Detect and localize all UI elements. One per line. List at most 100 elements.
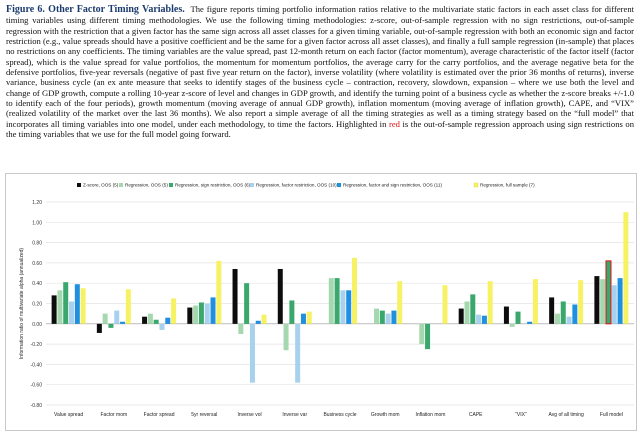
bar <box>379 310 385 324</box>
x-tick-label: Inflation mom <box>415 412 445 418</box>
x-tick-label: Value spread <box>54 412 83 418</box>
bar <box>238 323 244 334</box>
y-tick-label: 0.00 <box>32 322 42 328</box>
bar <box>108 323 114 328</box>
bar <box>114 310 120 324</box>
bar <box>600 279 606 324</box>
x-tick-label: Inverse var <box>282 412 307 418</box>
bar <box>594 276 600 324</box>
bar <box>159 323 165 330</box>
y-tick-label: 1.00 <box>32 220 42 226</box>
bar <box>80 288 86 324</box>
bar <box>232 268 238 324</box>
y-axis-label: Information ratio of multivariate alpha … <box>19 248 25 360</box>
bar <box>295 323 301 383</box>
bar <box>277 268 283 324</box>
legend-label: Regression, full sample (7) <box>480 183 535 188</box>
bar <box>120 321 126 324</box>
bar <box>57 290 63 324</box>
y-tick-label: -0.40 <box>31 362 43 368</box>
bar <box>391 310 397 324</box>
y-tick-label: 0.60 <box>32 261 42 267</box>
legend-label: Regression, OOS (5) <box>125 183 168 188</box>
legend-swatch <box>119 183 123 187</box>
bar <box>476 314 482 324</box>
bar <box>96 323 102 333</box>
x-tick-label: Business cycle <box>323 412 356 418</box>
bar <box>198 302 204 324</box>
legend-label: Regression, factor and sign restriction,… <box>343 183 442 188</box>
bar <box>153 319 159 324</box>
bar <box>611 285 617 324</box>
bar <box>487 281 493 324</box>
bar <box>204 303 210 324</box>
chart-frame: 1.20 1.00 0.80 0.60 0.40 0.20 0.00 -0.20 -0.40 -0… <box>5 173 637 431</box>
bar <box>352 257 357 324</box>
bar <box>171 298 177 324</box>
bar <box>187 307 193 324</box>
caption-body: The figure reports timing portfolio info… <box>6 4 635 129</box>
bar <box>560 301 566 324</box>
bar <box>623 212 629 324</box>
bar <box>549 297 555 324</box>
bar <box>554 313 560 324</box>
bar-chart: 1.20 1.00 0.80 0.60 0.40 0.20 0.00 -0.20 -0.40 -0… <box>19 182 634 418</box>
legend-swatch <box>250 183 254 187</box>
bar <box>255 320 261 324</box>
bar <box>125 289 131 324</box>
bar <box>69 301 75 324</box>
x-tick-label: Full model <box>600 412 623 418</box>
y-tick-label: -0.20 <box>31 342 43 348</box>
bar <box>532 279 538 324</box>
bar <box>397 281 403 324</box>
bar <box>481 315 487 324</box>
bar <box>509 323 515 327</box>
bar <box>566 316 572 324</box>
bar <box>244 283 250 324</box>
x-tick-label: Growth mom <box>371 412 400 418</box>
bar <box>74 284 80 324</box>
bar <box>340 290 346 324</box>
figure-caption: Figure 6. Other Factor Timing Variables.… <box>6 4 634 139</box>
x-tick-label: Factor mom <box>101 412 128 418</box>
bar <box>572 304 578 324</box>
x-tick-label: “VIX” <box>515 412 527 418</box>
y-tick-label: 0.40 <box>32 281 42 287</box>
bar <box>346 290 352 324</box>
bar <box>165 317 171 324</box>
bar <box>578 280 584 324</box>
bar <box>216 260 222 324</box>
x-tick-label: Inverse vol <box>237 412 261 418</box>
legend-swatch <box>473 182 479 188</box>
legend-swatch <box>77 183 81 187</box>
bar <box>306 311 312 324</box>
bar <box>51 295 57 324</box>
bar <box>63 282 69 324</box>
legend-label: Regression, factor restriction, OOS (10) <box>256 183 337 188</box>
bar <box>464 301 470 324</box>
y-tick-label: -0.80 <box>31 403 43 409</box>
y-tick-label: 1.20 <box>32 200 42 206</box>
x-tick-label: Factor spread <box>144 412 175 418</box>
legend-swatch <box>337 183 341 187</box>
x-tick-label: CAPE <box>469 412 483 418</box>
bar <box>617 278 623 324</box>
figure-title: Figure 6. Other Factor Timing Variables. <box>6 4 185 15</box>
caption-body-end: is the out-of-sample regression approach… <box>6 118 635 140</box>
bar <box>249 323 255 383</box>
bar <box>147 313 153 324</box>
x-tick-label: 5yr reversal <box>191 412 217 418</box>
bar <box>442 285 448 324</box>
bar <box>283 323 289 351</box>
bar <box>419 323 425 345</box>
bar <box>142 316 148 324</box>
bar <box>374 308 380 324</box>
bar <box>328 278 334 324</box>
legend-label: Z-score, OOS (5) <box>83 183 119 188</box>
legend-swatch <box>169 183 173 187</box>
bar <box>193 305 199 324</box>
bar <box>210 297 216 324</box>
caption-red-word: red <box>388 118 400 129</box>
bar <box>300 313 306 324</box>
y-tick-label: -0.60 <box>31 383 43 389</box>
